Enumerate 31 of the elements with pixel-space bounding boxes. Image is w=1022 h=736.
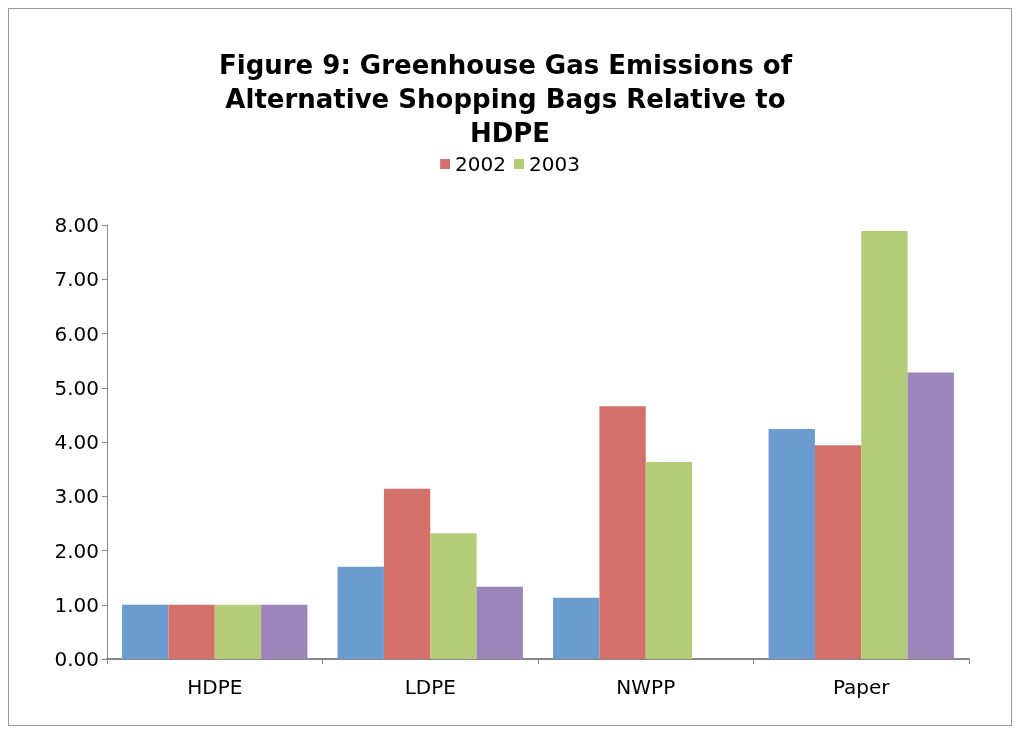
bar — [214, 604, 262, 659]
bar — [814, 445, 862, 659]
bar — [383, 488, 431, 659]
y-tick-label: 5.00 — [54, 375, 99, 400]
x-tick-label: NWPP — [616, 675, 676, 699]
bar — [337, 566, 384, 659]
bar — [261, 604, 308, 659]
legend-label: 2003 — [529, 152, 580, 176]
y-tick-label: 2.00 — [54, 538, 99, 563]
x-tick-label: HDPE — [187, 675, 243, 699]
y-tick-label: 3.00 — [54, 484, 99, 509]
x-tick-label: LDPE — [404, 675, 456, 699]
legend-label: 2002 — [455, 152, 507, 176]
bar — [645, 462, 693, 659]
bar — [907, 372, 954, 659]
y-tick-label: 8.00 — [54, 213, 99, 237]
y-tick-label: 6.00 — [54, 321, 99, 346]
bar — [861, 230, 908, 659]
y-tick-label: 7.00 — [54, 267, 99, 292]
bar — [553, 597, 600, 659]
y-tick-label: 0.00 — [54, 647, 99, 671]
bar — [599, 406, 646, 659]
bar — [168, 604, 215, 659]
bar — [476, 586, 523, 659]
bar — [122, 604, 169, 659]
x-tick-label: Paper — [832, 675, 891, 699]
chart-title: Figure 9: Greenhouse Gas Emissions of Alternative Shopping Bags Relative to HDPE — [219, 50, 801, 148]
bar — [768, 428, 815, 659]
y-tick-label: 4.00 — [54, 430, 99, 454]
y-tick-label: 1.00 — [54, 592, 99, 617]
bar — [430, 533, 477, 659]
